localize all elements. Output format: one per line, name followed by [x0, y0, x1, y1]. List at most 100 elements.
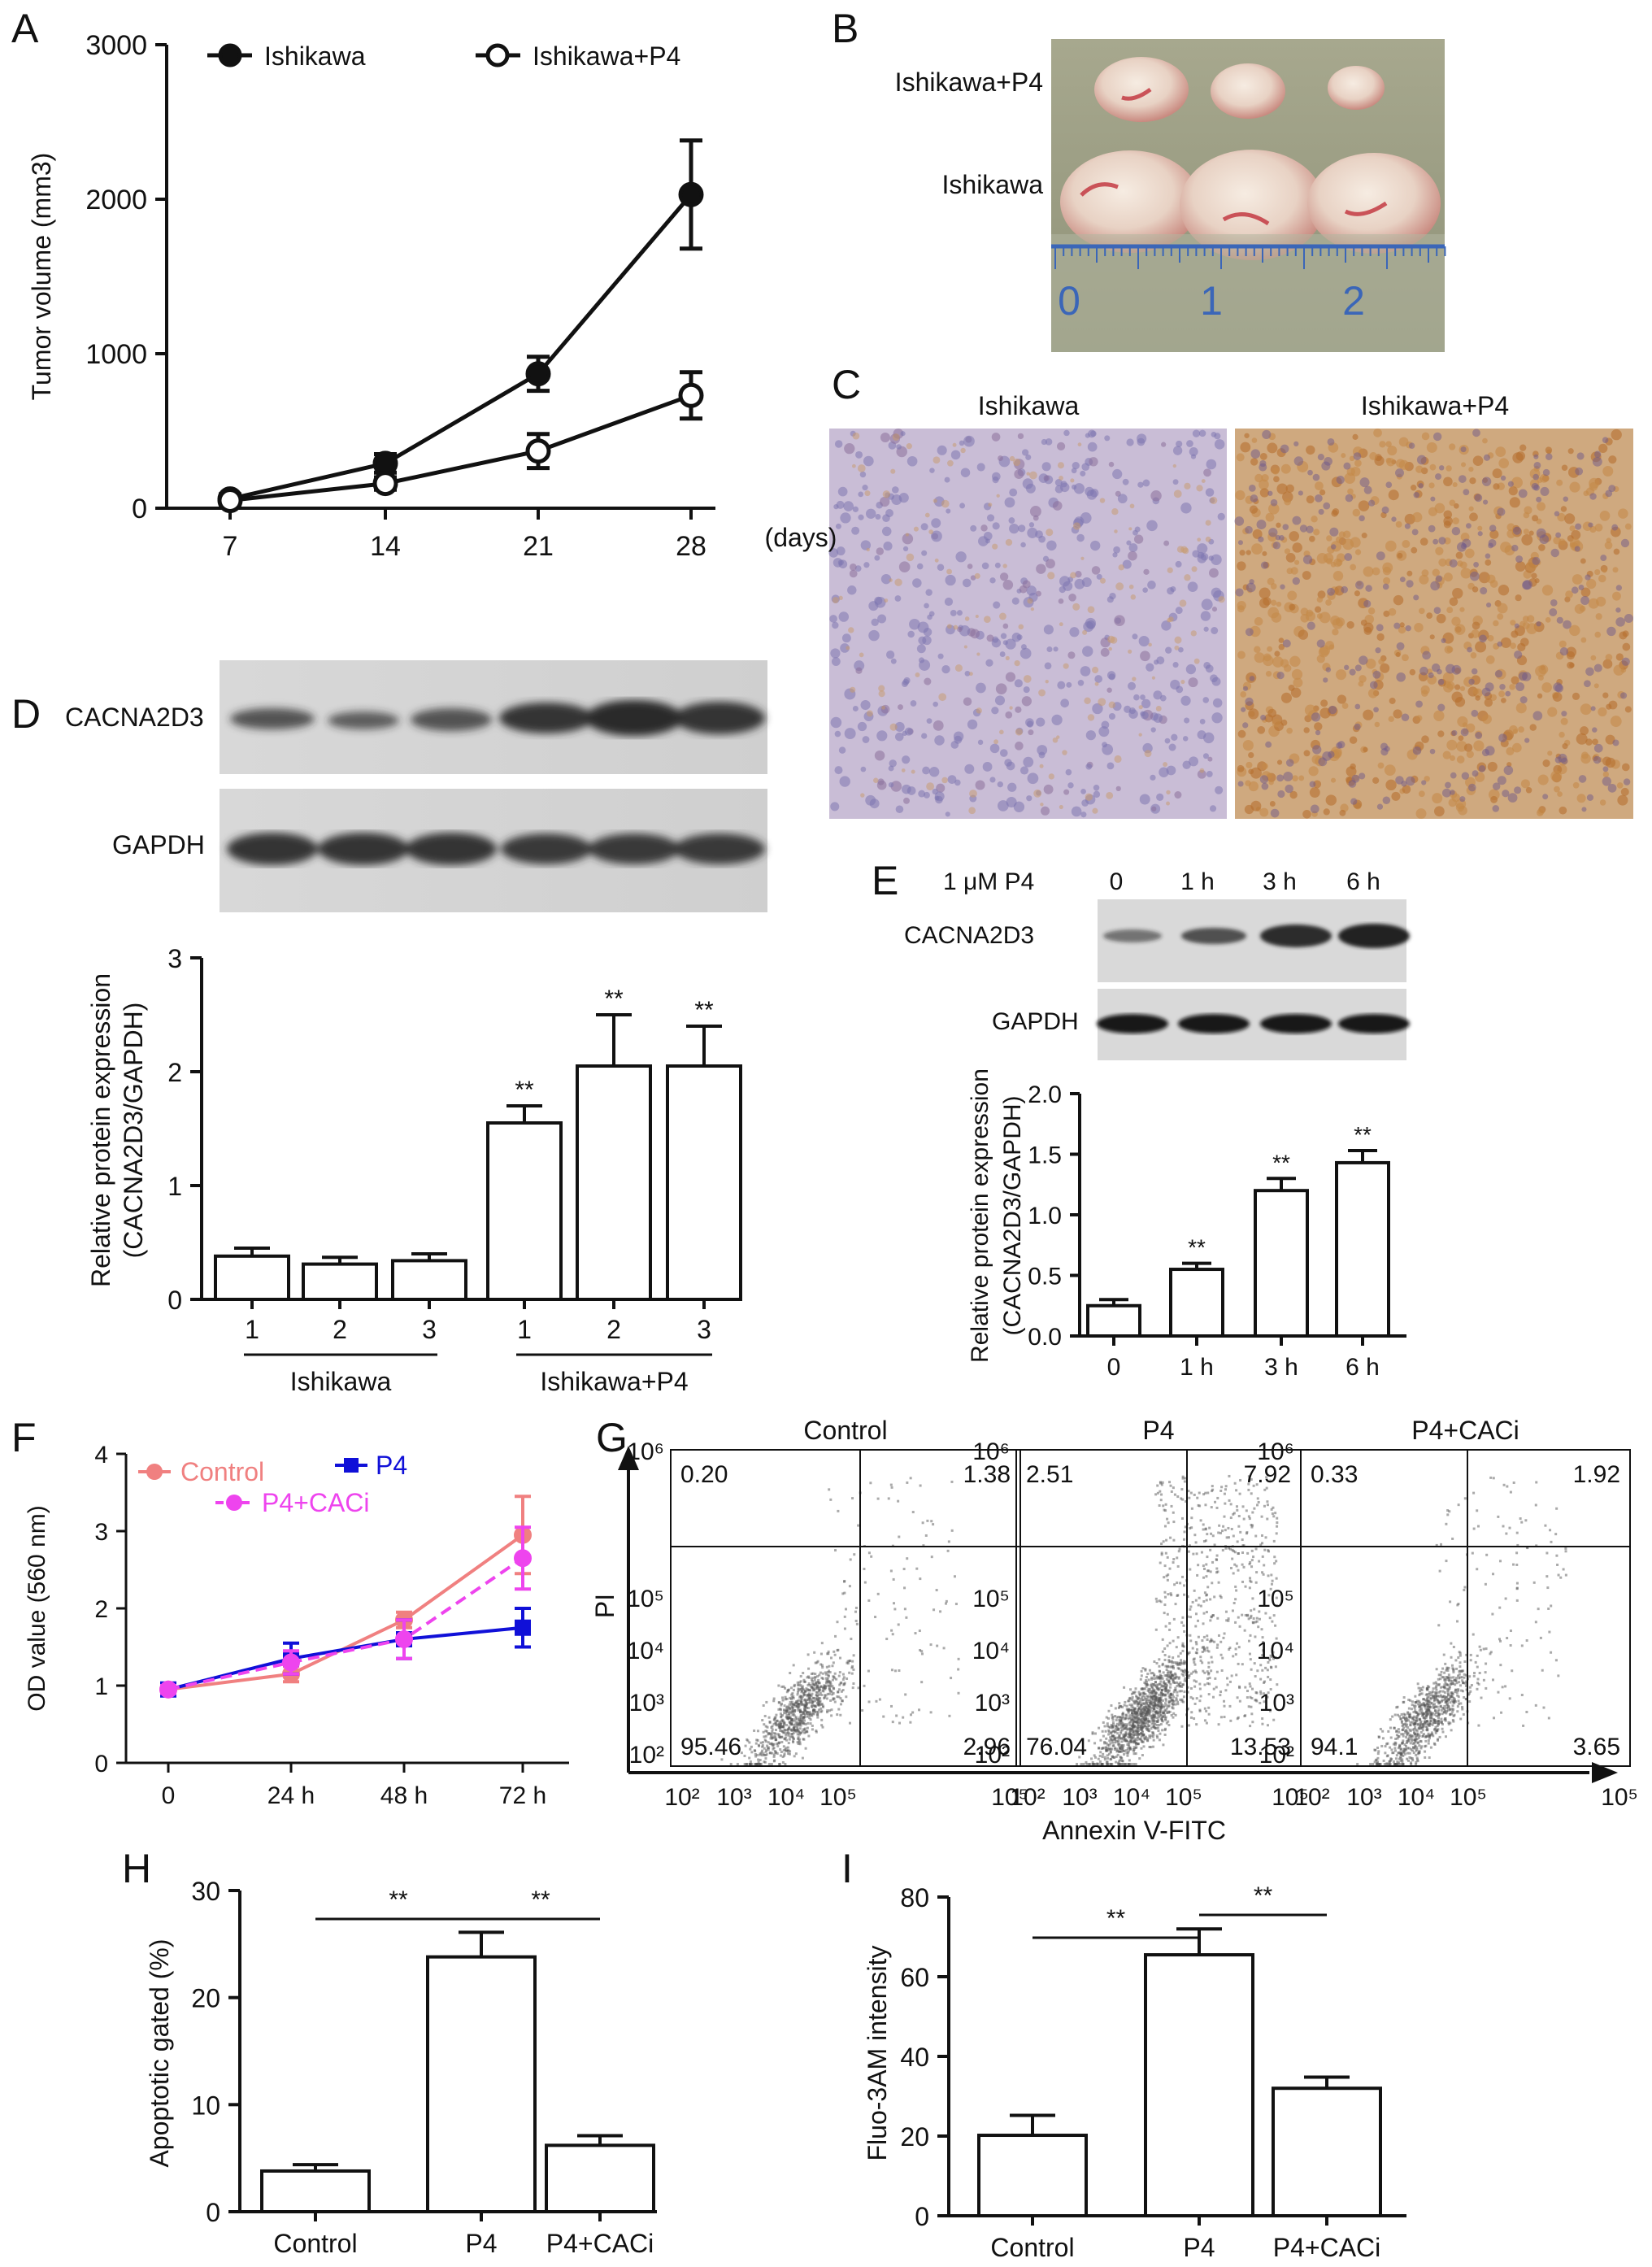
- d-bar: [391, 1259, 467, 1302]
- g-event: [804, 1704, 807, 1708]
- ihc-nucleus: [1126, 540, 1132, 546]
- ihc-stain: [1580, 637, 1587, 643]
- g-event: [816, 1711, 819, 1714]
- g-plot-title: Control: [803, 1416, 887, 1445]
- ihc-stain: [1237, 605, 1245, 613]
- ihc-stain: [1545, 446, 1553, 454]
- ihc-nucleus: [1172, 662, 1179, 668]
- g-event: [1085, 1763, 1089, 1765]
- g-event: [1406, 1747, 1409, 1750]
- g-event: [1132, 1730, 1135, 1734]
- g-event: [1182, 1700, 1185, 1704]
- ihc-stain: [1590, 655, 1597, 661]
- g-event: [759, 1741, 763, 1744]
- g-event: [918, 1630, 921, 1633]
- ihc-nucleus: [1575, 467, 1584, 476]
- g-event: [785, 1697, 789, 1700]
- g-event: [1160, 1543, 1163, 1546]
- g-dots: [1076, 1474, 1279, 1765]
- g-event: [1217, 1581, 1220, 1584]
- a-point: [372, 471, 398, 497]
- g-event: [1172, 1716, 1175, 1719]
- g-event: [1148, 1701, 1151, 1704]
- ihc-stain: [1598, 707, 1607, 717]
- ihc-stain: [1259, 488, 1270, 498]
- g-event: [1172, 1667, 1176, 1670]
- ihc-stain: [1354, 549, 1362, 555]
- g-event: [1202, 1647, 1206, 1650]
- g-event: [1235, 1564, 1238, 1568]
- ihc-stain: [1267, 708, 1277, 718]
- ihc-stain: [1151, 676, 1156, 680]
- ihc-nucleus: [1481, 748, 1490, 757]
- g-event: [1159, 1675, 1162, 1678]
- g-event: [1124, 1723, 1127, 1726]
- ihc-stain: [1163, 762, 1168, 768]
- ihc-nucleus: [1451, 526, 1461, 536]
- g-event: [1153, 1700, 1156, 1704]
- g-event: [1183, 1530, 1186, 1534]
- ihc-nucleus: [1028, 729, 1034, 736]
- ihc-nucleus: [831, 657, 841, 666]
- g-event: [743, 1763, 746, 1765]
- g-x-tick-label: 10⁵: [819, 1784, 857, 1811]
- g-event: [885, 1638, 889, 1641]
- g-event: [1262, 1573, 1265, 1576]
- g-event: [1224, 1502, 1227, 1505]
- g-event: [781, 1699, 785, 1702]
- g-event: [1164, 1699, 1167, 1702]
- g-event: [1146, 1727, 1150, 1730]
- ihc-stain: [1442, 751, 1451, 759]
- g-event: [770, 1733, 773, 1736]
- ihc-stain: [1285, 484, 1294, 494]
- g-event: [1147, 1678, 1150, 1682]
- ihc-stain: [1342, 530, 1351, 539]
- g-event: [809, 1722, 812, 1725]
- g-event: [948, 1714, 951, 1717]
- g-event: [783, 1731, 786, 1734]
- g-event: [903, 1608, 906, 1611]
- g-event: [919, 1484, 922, 1487]
- g-event: [827, 1652, 830, 1656]
- g-event: [772, 1697, 776, 1700]
- ihc-stain: [1452, 517, 1459, 524]
- g-event: [1211, 1488, 1215, 1491]
- g-event: [1137, 1735, 1140, 1738]
- g-event: [828, 1669, 831, 1673]
- g-event: [833, 1653, 837, 1656]
- g-event: [1257, 1500, 1260, 1503]
- g-event: [1272, 1614, 1276, 1617]
- g-event: [1272, 1718, 1276, 1721]
- g-event: [1202, 1528, 1205, 1531]
- ihc-nucleus: [885, 509, 893, 517]
- g-event: [1159, 1722, 1163, 1725]
- g-event: [1151, 1695, 1154, 1699]
- g-event: [1261, 1542, 1264, 1545]
- g-event: [1248, 1586, 1251, 1590]
- ihc-nucleus: [837, 559, 844, 566]
- g-event: [1198, 1682, 1202, 1686]
- ihc-nucleus: [1514, 623, 1519, 629]
- g-event: [1163, 1612, 1166, 1615]
- g-event: [802, 1738, 806, 1741]
- e-x-tick-label: 0: [1107, 1354, 1121, 1381]
- ihc-stain: [1306, 495, 1315, 504]
- g-event: [1158, 1701, 1161, 1704]
- d-group-label-ishikawa: Ishikawa: [290, 1367, 392, 1396]
- g-event: [720, 1758, 724, 1761]
- g-event: [777, 1733, 780, 1736]
- ihc-stain: [1251, 437, 1258, 443]
- g-event: [1127, 1750, 1130, 1753]
- g-event: [840, 1681, 843, 1684]
- g-event: [1150, 1717, 1154, 1720]
- g-event: [813, 1676, 816, 1679]
- g-event: [1140, 1735, 1143, 1738]
- g-event: [1154, 1722, 1157, 1725]
- g-y-label: PI: [590, 1594, 620, 1618]
- g-event: [817, 1693, 820, 1696]
- ihc-stain: [1254, 646, 1261, 653]
- ihc-stain: [1302, 571, 1311, 580]
- g-event: [1250, 1549, 1254, 1552]
- g-event: [772, 1722, 776, 1725]
